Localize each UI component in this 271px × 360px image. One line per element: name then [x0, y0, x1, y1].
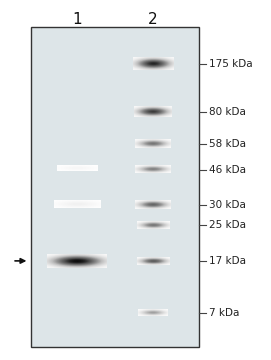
Text: 46 kDa: 46 kDa	[209, 165, 246, 175]
Text: 2: 2	[148, 12, 158, 27]
Text: 25 kDa: 25 kDa	[209, 220, 246, 230]
Text: 17 kDa: 17 kDa	[209, 256, 246, 266]
Text: 175 kDa: 175 kDa	[209, 59, 252, 69]
Text: 7 kDa: 7 kDa	[209, 308, 239, 318]
Bar	[31, 27, 199, 347]
Text: 58 kDa: 58 kDa	[209, 139, 246, 149]
Text: 30 kDa: 30 kDa	[209, 200, 246, 210]
Text: 80 kDa: 80 kDa	[209, 107, 246, 117]
Text: 1: 1	[72, 12, 82, 27]
